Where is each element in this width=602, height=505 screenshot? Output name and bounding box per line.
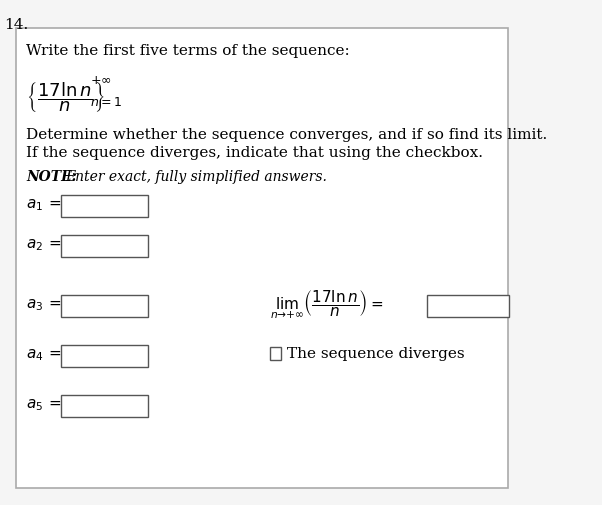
- FancyBboxPatch shape: [61, 295, 148, 317]
- Text: $\lim_{n \to +\infty}\left(\dfrac{17\ln n}{n}\right) = $: $\lim_{n \to +\infty}\left(\dfrac{17\ln …: [270, 288, 383, 322]
- Text: The sequence diverges: The sequence diverges: [287, 347, 465, 361]
- Text: 14.: 14.: [4, 18, 29, 32]
- FancyBboxPatch shape: [16, 28, 508, 488]
- Text: If the sequence diverges, indicate that using the checkbox.: If the sequence diverges, indicate that …: [26, 146, 483, 160]
- Text: $+\infty$: $+\infty$: [90, 74, 111, 87]
- FancyBboxPatch shape: [427, 295, 509, 317]
- FancyBboxPatch shape: [61, 395, 148, 417]
- Text: $a_1\,=$: $a_1\,=$: [26, 197, 61, 213]
- Text: $a_5\,=$: $a_5\,=$: [26, 397, 61, 413]
- FancyBboxPatch shape: [61, 345, 148, 367]
- FancyBboxPatch shape: [270, 347, 281, 360]
- Text: Write the first five terms of the sequence:: Write the first five terms of the sequen…: [26, 44, 350, 58]
- FancyBboxPatch shape: [61, 235, 148, 257]
- FancyBboxPatch shape: [61, 195, 148, 217]
- Text: $n=1$: $n=1$: [90, 96, 122, 109]
- Text: Determine whether the sequence converges, and if so find its limit.: Determine whether the sequence converges…: [26, 128, 547, 142]
- Text: $a_4\,=$: $a_4\,=$: [26, 347, 61, 363]
- Text: $a_2\,=$: $a_2\,=$: [26, 237, 61, 253]
- Text: $\left\{\dfrac{17\ln n}{n}\right\}$: $\left\{\dfrac{17\ln n}{n}\right\}$: [26, 80, 105, 114]
- Text: Enter exact, fully simplified answers.: Enter exact, fully simplified answers.: [65, 170, 327, 184]
- Text: $a_3\,=$: $a_3\,=$: [26, 297, 61, 313]
- Text: NOTE:: NOTE:: [26, 170, 87, 184]
